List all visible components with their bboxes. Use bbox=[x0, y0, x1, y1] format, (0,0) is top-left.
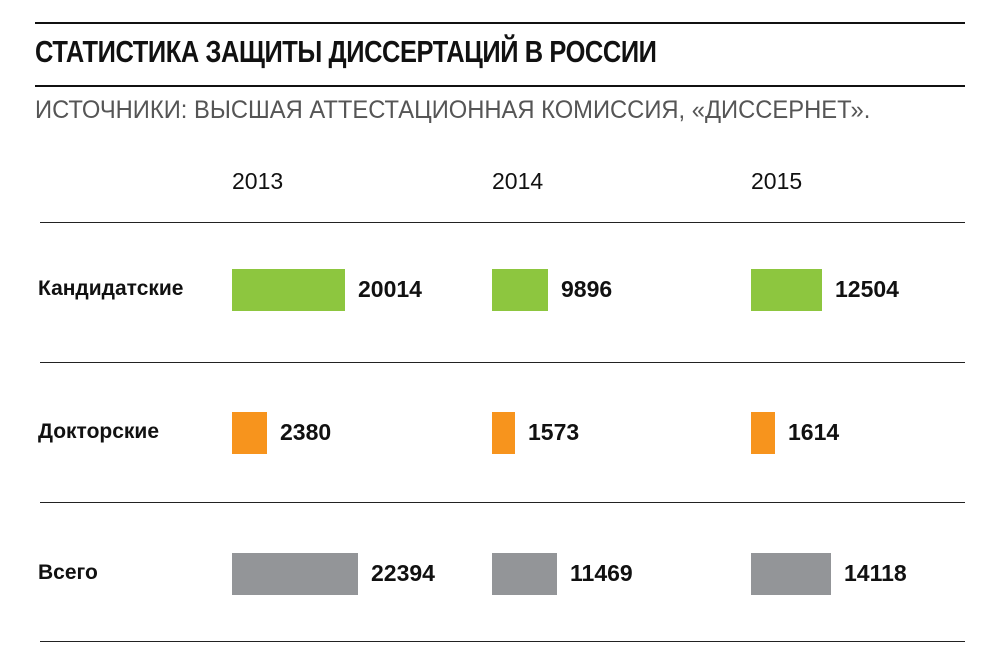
bar bbox=[751, 269, 822, 311]
chart-subtitle: ИСТОЧНИКИ: ВЫСШАЯ АТТЕСТАЦИОННАЯ КОМИССИ… bbox=[35, 96, 871, 124]
series-label: Кандидатские bbox=[38, 277, 184, 300]
bar bbox=[232, 269, 345, 311]
data-label: 22394 bbox=[371, 560, 435, 586]
bar bbox=[232, 412, 267, 454]
series-label: Докторские bbox=[38, 420, 159, 443]
row-divider bbox=[40, 502, 965, 503]
data-label: 1573 bbox=[528, 419, 580, 445]
data-label: 9896 bbox=[561, 276, 613, 302]
series-label: Всего bbox=[38, 561, 98, 584]
year-label: 2013 bbox=[232, 168, 284, 194]
row-divider bbox=[40, 362, 965, 363]
bar bbox=[751, 553, 831, 595]
chart-title: СТАТИСТИКА ЗАЩИТЫ ДИССЕРТАЦИЙ В РОССИИ bbox=[35, 34, 657, 69]
row-divider bbox=[40, 641, 965, 642]
title-rule bbox=[35, 85, 965, 87]
year-label: 2014 bbox=[492, 168, 544, 194]
data-label: 2380 bbox=[280, 419, 332, 445]
bar bbox=[492, 412, 515, 454]
data-label: 11469 bbox=[570, 560, 633, 586]
bar bbox=[232, 553, 358, 595]
bar bbox=[492, 553, 557, 595]
row-divider bbox=[40, 222, 965, 223]
year-label: 2015 bbox=[751, 168, 803, 194]
bar bbox=[492, 269, 548, 311]
data-label: 14118 bbox=[844, 560, 907, 586]
data-label: 1614 bbox=[788, 419, 840, 445]
data-label: 20014 bbox=[358, 276, 422, 302]
data-label: 12504 bbox=[835, 276, 899, 302]
bar bbox=[751, 412, 775, 454]
top-rule bbox=[35, 22, 965, 24]
